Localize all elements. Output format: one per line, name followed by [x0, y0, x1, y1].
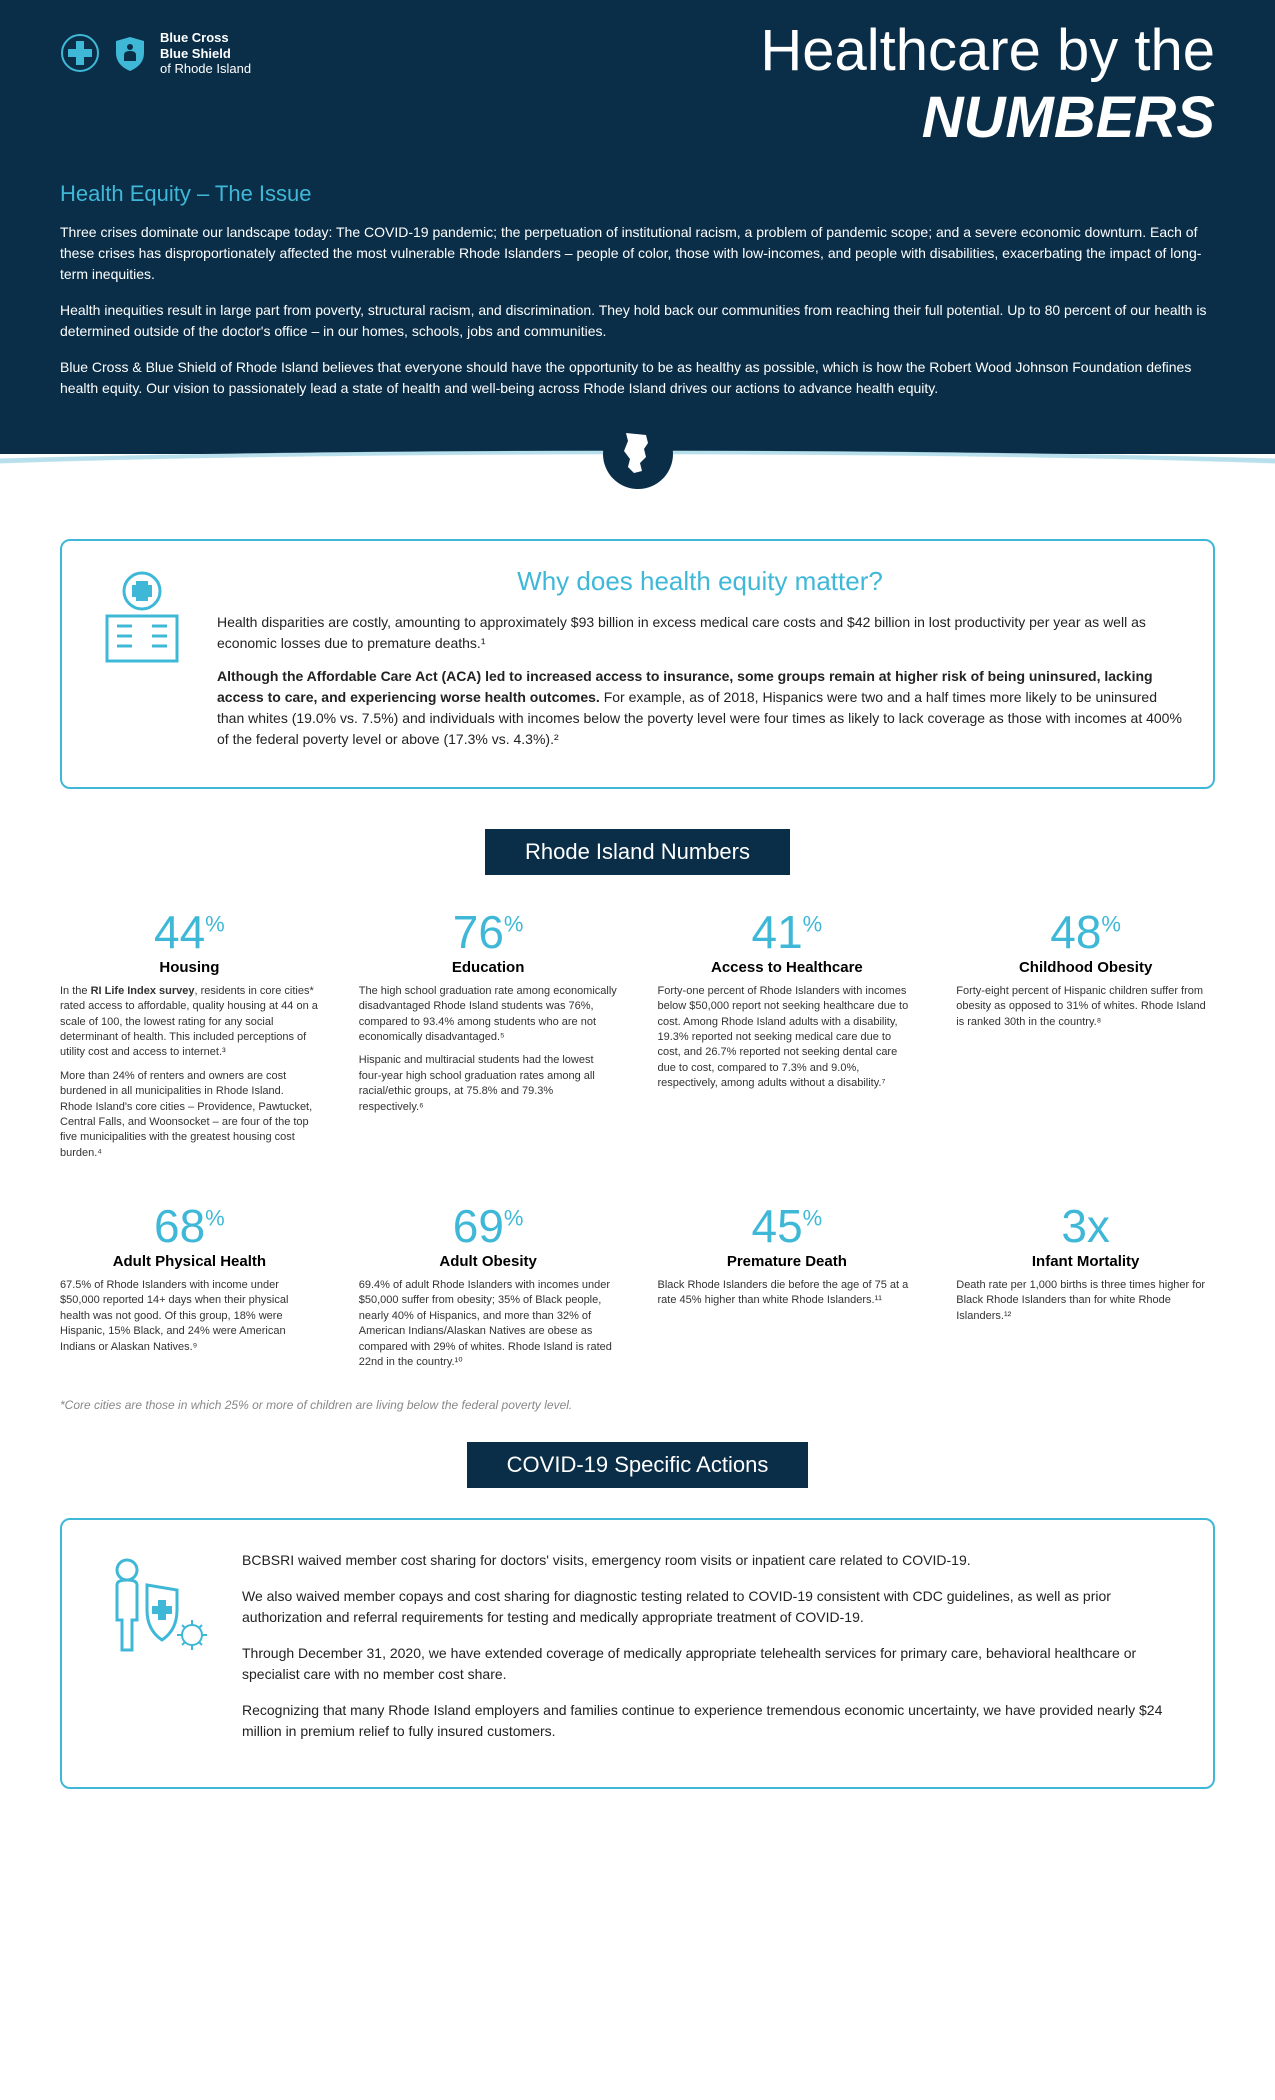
intro-p3: Blue Cross & Blue Shield of Rhode Island… [60, 357, 1215, 399]
stat-2: 41%Access to Healthcare Forty-one percent… [658, 905, 917, 1169]
stat-number: 41% [658, 905, 917, 959]
stat-number: 76% [359, 905, 618, 959]
stats-grid: 44%Housing In the RI Life Index survey, r… [0, 905, 1275, 1379]
stat-body: Forty-one percent of Rhode Islanders wit… [658, 984, 917, 1092]
stat-body-p: More than 24% of renters and owners are … [60, 1069, 319, 1161]
stat-title: Premature Death [658, 1253, 917, 1270]
stat-number: 3x [956, 1199, 1215, 1253]
covid-p2: We also waived member copays and cost sh… [242, 1586, 1183, 1628]
stat-body-p: The high school graduation rate among ec… [359, 984, 618, 1046]
stat-body-p: In the RI Life Index survey, residents i… [60, 984, 319, 1061]
covid-p1: BCBSRI waived member cost sharing for do… [242, 1550, 1183, 1571]
stat-4: 68%Adult Physical Health 67.5% of Rhode I… [60, 1199, 319, 1378]
stat-body-p: 69.4% of adult Rhode Islanders with inco… [359, 1278, 618, 1370]
logo-line3: of Rhode Island [160, 61, 251, 77]
stat-number: 69% [359, 1199, 618, 1253]
covid-section-label: COVID-19 Specific Actions [467, 1442, 809, 1488]
intro-p2: Health inequities result in large part f… [60, 300, 1215, 342]
logo-text: Blue Cross Blue Shield of Rhode Island [160, 30, 251, 77]
stat-body: The high school graduation rate among ec… [359, 984, 618, 1115]
stat-number: 48% [956, 905, 1215, 959]
stat-3: 48%Childhood Obesity Forty-eight percent … [956, 905, 1215, 1169]
logo-line1: Blue Cross [160, 30, 251, 46]
footnote: *Core cities are those in which 25% or m… [0, 1398, 1275, 1412]
stat-body: In the RI Life Index survey, residents i… [60, 984, 319, 1161]
stat-title: Infant Mortality [956, 1253, 1215, 1270]
why-p1: Health disparities are costly, amounting… [217, 612, 1183, 654]
bcbs-cross-icon [60, 33, 100, 73]
intro-text: Three crises dominate our landscape toda… [60, 222, 1215, 399]
ri-section-label: Rhode Island Numbers [485, 829, 790, 875]
stat-0: 44%Housing In the RI Life Index survey, r… [60, 905, 319, 1169]
covid-content: BCBSRI waived member cost sharing for do… [242, 1550, 1183, 1757]
stat-body: 67.5% of Rhode Islanders with income und… [60, 1278, 319, 1355]
stat-body-p: Death rate per 1,000 births is three tim… [956, 1278, 1215, 1324]
rhode-island-icon [618, 431, 658, 476]
stat-number: 45% [658, 1199, 917, 1253]
stat-body-p: Hispanic and multiracial students had th… [359, 1053, 618, 1115]
stat-title: Access to Healthcare [658, 959, 917, 976]
why-title: Why does health equity matter? [217, 566, 1183, 597]
subtitle: Health Equity – The Issue [60, 181, 1215, 207]
header: Blue Cross Blue Shield of Rhode Island H… [0, 0, 1275, 454]
covid-p4: Recognizing that many Rhode Island emplo… [242, 1700, 1183, 1742]
stat-1: 76%Education The high school graduation r… [359, 905, 618, 1169]
why-p2: Although the Affordable Care Act (ACA) l… [217, 666, 1183, 750]
stat-6: 45%Premature Death Black Rhode Islanders … [658, 1199, 917, 1378]
title-line1: Healthcare by the [760, 18, 1215, 83]
stat-body-p: Forty-one percent of Rhode Islanders wit… [658, 984, 917, 1092]
stat-title: Education [359, 959, 618, 976]
stat-number: 68% [60, 1199, 319, 1253]
stat-number: 44% [60, 905, 319, 959]
logo-line2: Blue Shield [160, 46, 251, 62]
why-box: Why does health equity matter? Health di… [60, 539, 1215, 789]
why-content: Why does health equity matter? Health di… [217, 566, 1183, 762]
stat-body-p: 67.5% of Rhode Islanders with income und… [60, 1278, 319, 1355]
intro-p1: Three crises dominate our landscape toda… [60, 222, 1215, 285]
stat-title: Adult Obesity [359, 1253, 618, 1270]
stat-title: Housing [60, 959, 319, 976]
stat-body-p: Black Rhode Islanders die before the age… [658, 1278, 917, 1309]
bcbs-shield-icon [110, 33, 150, 73]
ri-state-badge [603, 419, 673, 489]
covid-box: BCBSRI waived member cost sharing for do… [60, 1518, 1215, 1789]
covid-p3: Through December 31, 2020, we have exten… [242, 1643, 1183, 1685]
stat-5: 69%Adult Obesity 69.4% of adult Rhode Isl… [359, 1199, 618, 1378]
title-line2: NUMBERS [922, 85, 1215, 150]
stat-body-p: Forty-eight percent of Hispanic children… [956, 984, 1215, 1030]
stat-title: Childhood Obesity [956, 959, 1215, 976]
person-shield-virus-icon [92, 1550, 212, 1757]
stat-body: Forty-eight percent of Hispanic children… [956, 984, 1215, 1030]
stat-7: 3xInfant Mortality Death rate per 1,000 b… [956, 1199, 1215, 1378]
stat-body: Death rate per 1,000 births is three tim… [956, 1278, 1215, 1324]
stat-body: Black Rhode Islanders die before the age… [658, 1278, 917, 1309]
stat-body: 69.4% of adult Rhode Islanders with inco… [359, 1278, 618, 1370]
stat-title: Adult Physical Health [60, 1253, 319, 1270]
hospital-icon [92, 566, 192, 762]
